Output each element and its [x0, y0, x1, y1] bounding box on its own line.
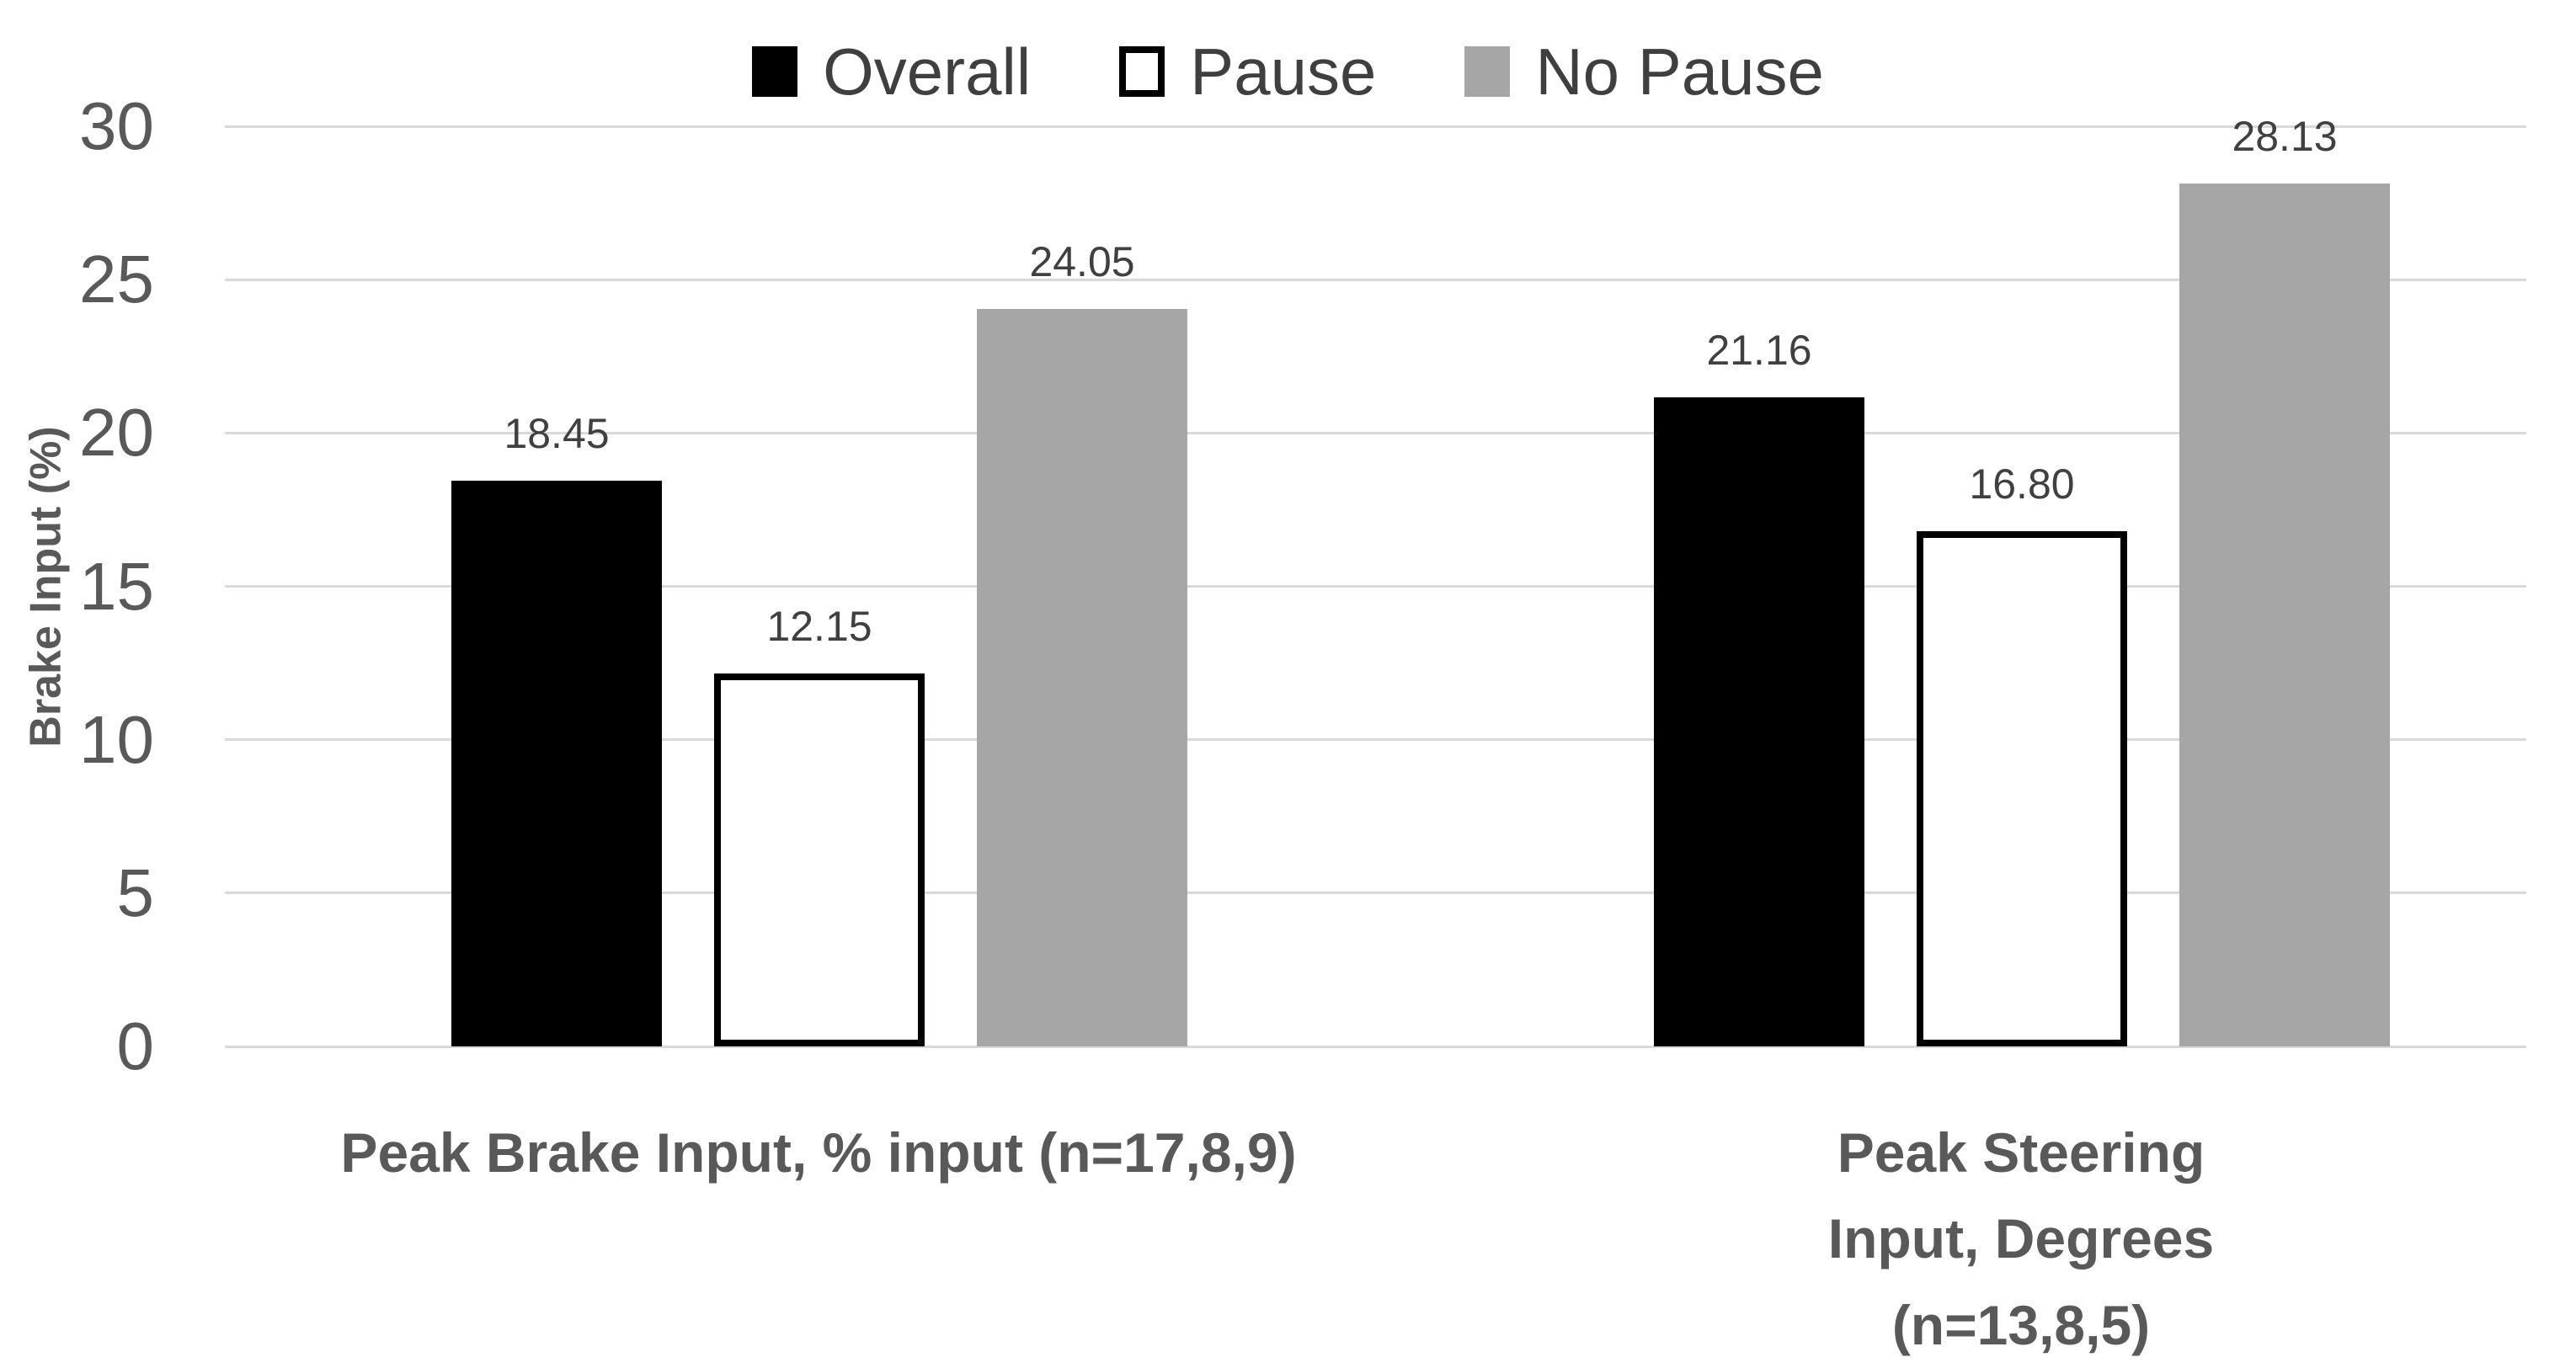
- bar-value-label: 28.13: [2232, 113, 2338, 160]
- legend-label: Pause: [1190, 35, 1377, 109]
- gridline-y-25: [225, 278, 2526, 281]
- legend-item-pause: Pause: [1119, 39, 1376, 104]
- bar-column: 12.15: [714, 601, 925, 1046]
- legend-swatch-pause-icon: [1119, 46, 1165, 97]
- y-tick-label: 0: [116, 1009, 155, 1083]
- y-tick-label: 20: [79, 395, 154, 471]
- bar-no-pause: [2179, 184, 2390, 1046]
- bar-column: 21.16: [1654, 325, 1864, 1046]
- bar-overall: [451, 481, 662, 1046]
- y-axis-tick-labels: 0 5 10 15 20 25 30: [0, 93, 155, 1080]
- plot-area: 18.45 12.15 24.05 21.16 16.80 28.13: [225, 113, 2526, 1048]
- bar-column: 18.45: [451, 408, 662, 1046]
- bar-overall: [1654, 397, 1864, 1046]
- gridline-y-5: [225, 892, 2526, 895]
- y-tick-label: 10: [79, 701, 154, 777]
- bar-column: 24.05: [977, 237, 1187, 1046]
- legend-swatch-overall-icon: [752, 46, 798, 97]
- bar-pause: [714, 673, 925, 1046]
- bar-group-1: 18.45 12.15 24.05: [451, 237, 1187, 1046]
- y-tick-label: 25: [79, 242, 154, 317]
- bar-pause: [1917, 531, 2127, 1046]
- gridline-y-0: [225, 1045, 2526, 1048]
- gridline-y-15: [225, 585, 2526, 588]
- bar-value-label: 12.15: [766, 603, 872, 650]
- y-tick-label: 5: [116, 854, 155, 930]
- legend-item-no-pause: No Pause: [1464, 39, 1824, 104]
- y-tick-label: 15: [79, 548, 154, 624]
- gridline-y-20: [225, 431, 2526, 434]
- gridline-y-10: [225, 738, 2526, 742]
- bar-value-label: 16.80: [1969, 460, 2075, 508]
- x-axis-category-labels: Peak Brake Input, % input (n=17,8,9) Peak…: [225, 1110, 2526, 1356]
- bar-no-pause: [977, 309, 1187, 1046]
- legend-swatch-no-pause-icon: [1464, 46, 1511, 97]
- category-label: Peak Brake Input, % input (n=17,8,9): [340, 1121, 1297, 1184]
- y-tick-label: 30: [79, 88, 154, 163]
- bar-value-label: 18.45: [504, 410, 610, 457]
- bar-column: 28.13: [2179, 111, 2390, 1046]
- legend-label: No Pause: [1535, 35, 1824, 109]
- bar-value-label: 24.05: [1029, 238, 1135, 285]
- category-label: Peak Steering Input, Degrees (n=13,8,5): [1827, 1121, 2215, 1356]
- bar-value-label: 21.16: [1706, 327, 1812, 374]
- bar-group-2: 21.16 16.80 28.13: [1654, 111, 2390, 1046]
- bar-column: 16.80: [1917, 459, 2127, 1046]
- chart-legend: Overall Pause No Pause: [0, 34, 2576, 109]
- legend-item-overall: Overall: [752, 39, 1031, 104]
- gridline-y-30: [225, 125, 2526, 128]
- legend-label: Overall: [823, 35, 1032, 109]
